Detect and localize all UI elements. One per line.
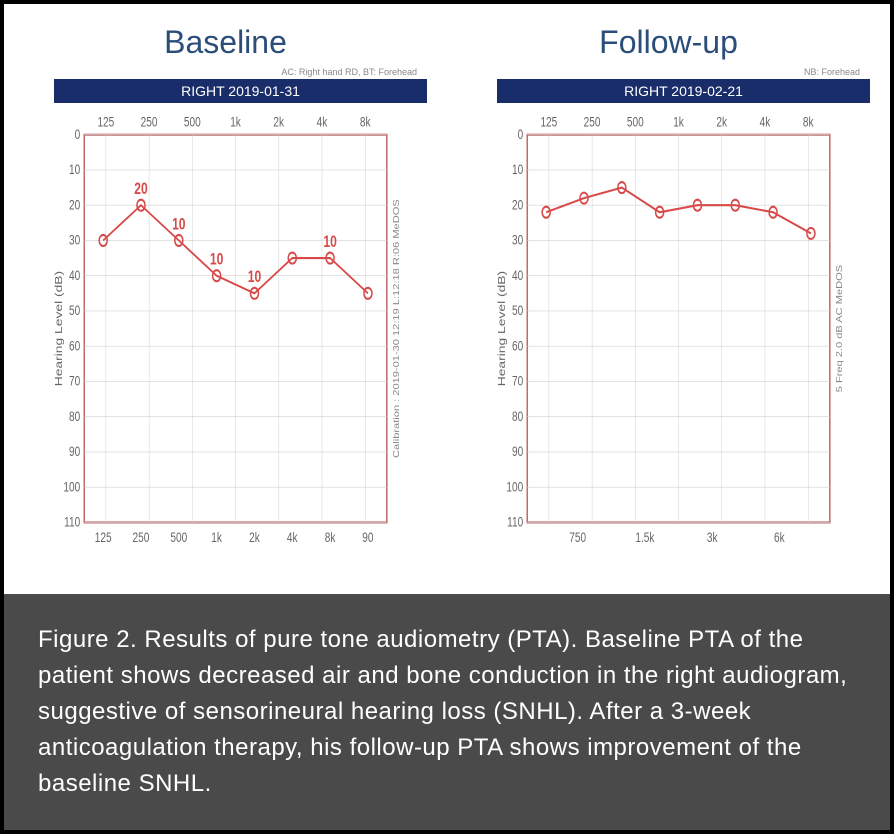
svg-text:Hearing Level (dB): Hearing Level (dB): [497, 271, 508, 386]
svg-text:0: 0: [75, 126, 81, 142]
svg-text:3k: 3k: [707, 529, 718, 545]
svg-text:30: 30: [69, 232, 80, 248]
svg-text:2k: 2k: [249, 529, 260, 545]
followup-chart-svg: 0 10 20 30 40 50 60 70 80 90 100 110 125 250 500 1k 2k 4k…: [497, 107, 850, 564]
svg-text:4k: 4k: [317, 114, 328, 130]
svg-text:125: 125: [97, 114, 114, 130]
svg-text:5 Freq 2.0 dB AC MeDOS: 5 Freq 2.0 dB AC MeDOS: [835, 264, 844, 392]
followup-panel: Follow-up NB: Forehead RIGHT 2019-02-21 …: [457, 24, 880, 584]
svg-text:0: 0: [518, 126, 524, 142]
svg-text:70: 70: [512, 373, 523, 389]
svg-text:60: 60: [69, 338, 80, 354]
svg-text:100: 100: [506, 479, 523, 495]
followup-title: Follow-up: [457, 24, 880, 61]
figure-caption: Figure 2. Results of pure tone audiometr…: [4, 594, 890, 830]
svg-text:2k: 2k: [273, 114, 284, 130]
baseline-chart-body: 0 10 20 30 40 50 60 70 80 90 100 110 125 250 500 1k 2k 4k…: [54, 107, 407, 564]
svg-text:1k: 1k: [211, 529, 222, 545]
svg-text:4k: 4k: [760, 114, 771, 130]
svg-text:40: 40: [512, 267, 523, 283]
svg-text:500: 500: [184, 114, 201, 130]
svg-text:20: 20: [134, 180, 147, 198]
svg-text:20: 20: [69, 197, 80, 213]
svg-text:8k: 8k: [360, 114, 371, 130]
svg-text:8k: 8k: [803, 114, 814, 130]
followup-header-bar: RIGHT 2019-02-21: [497, 79, 870, 103]
svg-text:50: 50: [69, 303, 80, 319]
svg-text:500: 500: [627, 114, 644, 130]
svg-text:2k: 2k: [716, 114, 727, 130]
svg-text:70: 70: [69, 373, 80, 389]
baseline-title: Baseline: [14, 24, 437, 61]
svg-text:90: 90: [512, 444, 523, 460]
svg-text:100: 100: [63, 479, 80, 495]
svg-text:10: 10: [210, 251, 223, 269]
svg-text:80: 80: [69, 408, 80, 424]
svg-text:20: 20: [512, 197, 523, 213]
svg-text:8k: 8k: [325, 529, 336, 545]
svg-text:4k: 4k: [287, 529, 298, 545]
svg-text:10: 10: [323, 233, 336, 251]
svg-text:750: 750: [569, 529, 586, 545]
svg-text:1k: 1k: [673, 114, 684, 130]
baseline-header-bar: RIGHT 2019-01-31: [54, 79, 427, 103]
svg-text:60: 60: [512, 338, 523, 354]
svg-text:10: 10: [69, 162, 80, 178]
svg-text:80: 80: [512, 408, 523, 424]
svg-text:50: 50: [512, 303, 523, 319]
figure-frame: Baseline AC: Right hand RD, BT: Forehead…: [0, 0, 894, 834]
svg-text:Hearing Level (dB): Hearing Level (dB): [54, 271, 65, 386]
svg-text:10: 10: [172, 216, 185, 234]
svg-text:1k: 1k: [230, 114, 241, 130]
svg-text:250: 250: [133, 529, 150, 545]
baseline-panel: Baseline AC: Right hand RD, BT: Forehead…: [14, 24, 437, 584]
svg-text:500: 500: [170, 529, 187, 545]
baseline-meta: AC: Right hand RD, BT: Forehead: [14, 67, 437, 79]
baseline-chart-svg: 0 10 20 30 40 50 60 70 80 90 100 110 125 250 500 1k 2k 4k…: [54, 107, 407, 564]
svg-text:125: 125: [540, 114, 557, 130]
svg-text:40: 40: [69, 267, 80, 283]
svg-text:110: 110: [507, 514, 523, 530]
svg-text:6k: 6k: [774, 529, 785, 545]
svg-text:110: 110: [64, 514, 80, 530]
followup-meta: NB: Forehead: [457, 67, 880, 79]
svg-text:250: 250: [584, 114, 601, 130]
svg-text:Calibration : 2019-01-30 12:19: Calibration : 2019-01-30 12:19 L:12:18 R…: [392, 199, 401, 458]
svg-text:10: 10: [248, 269, 261, 287]
svg-text:125: 125: [95, 529, 112, 545]
svg-text:30: 30: [512, 232, 523, 248]
svg-text:10: 10: [512, 162, 523, 178]
charts-row: Baseline AC: Right hand RD, BT: Forehead…: [4, 4, 890, 594]
svg-text:250: 250: [141, 114, 158, 130]
svg-text:90: 90: [69, 444, 80, 460]
followup-chart-body: 0 10 20 30 40 50 60 70 80 90 100 110 125 250 500 1k 2k 4k…: [497, 107, 850, 564]
svg-text:90: 90: [362, 529, 373, 545]
svg-text:1.5k: 1.5k: [635, 529, 655, 545]
